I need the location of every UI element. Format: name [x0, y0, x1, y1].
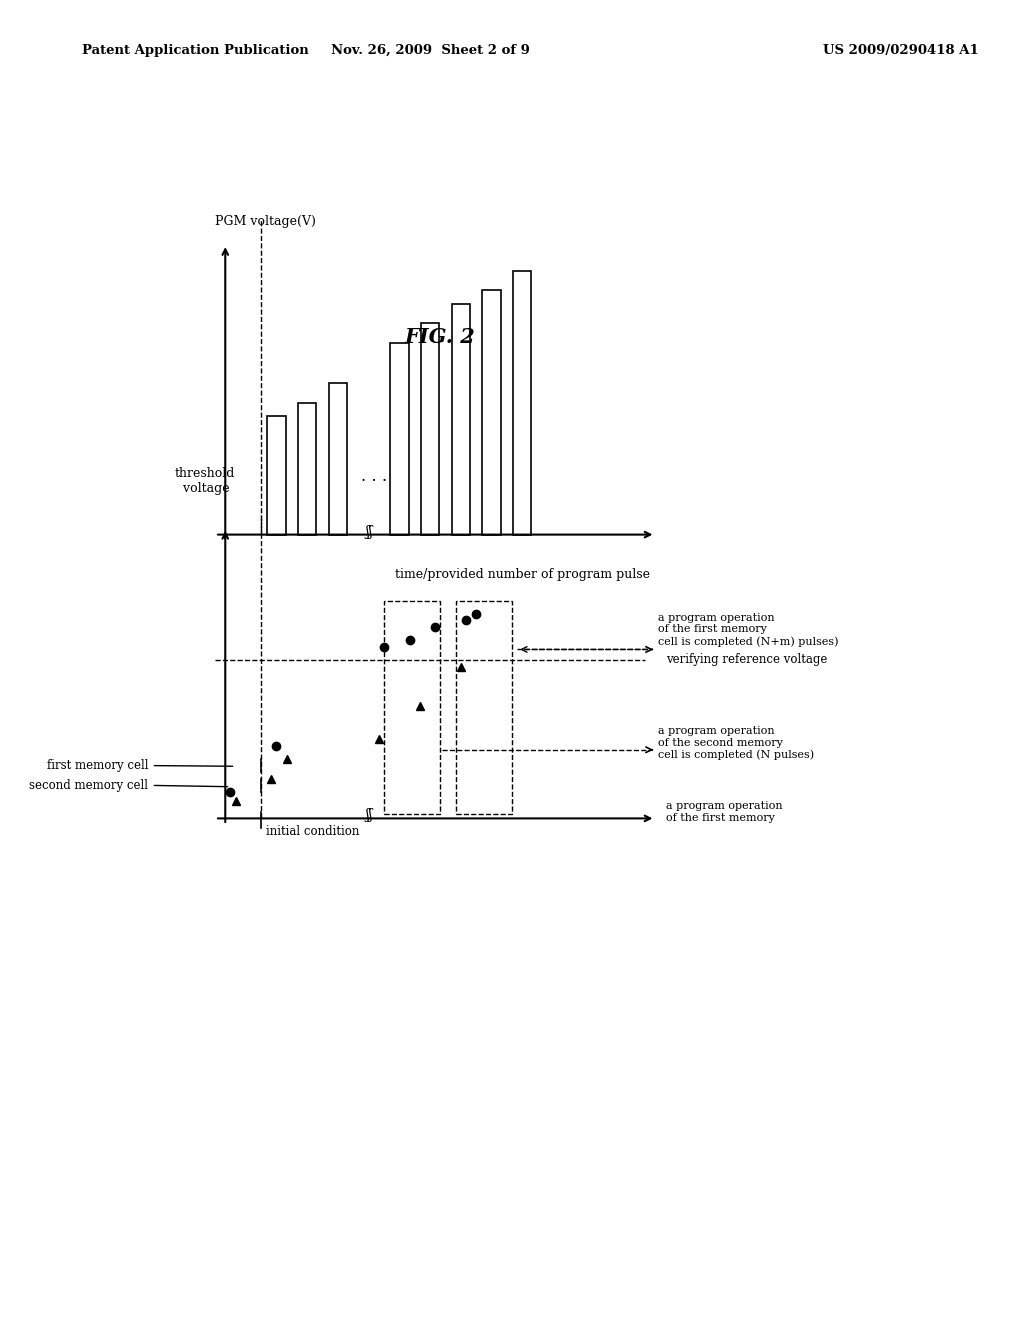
Text: ʃʃ: ʃʃ	[365, 808, 373, 822]
Text: US 2009/0290418 A1: US 2009/0290418 A1	[823, 44, 979, 57]
Text: time/provided number of program pulse: time/provided number of program pulse	[395, 568, 650, 581]
Bar	[298, 403, 316, 535]
Bar	[267, 416, 286, 535]
Bar	[482, 290, 501, 535]
Text: Nov. 26, 2009  Sheet 2 of 9: Nov. 26, 2009 Sheet 2 of 9	[331, 44, 529, 57]
Text: · · ·: · · ·	[360, 474, 387, 490]
Bar	[452, 304, 470, 535]
Bar	[390, 343, 409, 535]
Bar	[456, 601, 512, 814]
Bar	[384, 601, 440, 814]
Text: PGM voltage(V): PGM voltage(V)	[215, 215, 316, 228]
Text: a program operation
of the first memory: a program operation of the first memory	[666, 801, 782, 822]
Text: a program operation
of the second memory
cell is completed (N pulses): a program operation of the second memory…	[658, 726, 814, 760]
Text: first memory cell: first memory cell	[47, 759, 148, 772]
Bar	[513, 271, 531, 535]
Text: ʃʃ: ʃʃ	[365, 524, 373, 539]
Text: a program operation
of the first memory
cell is completed (N+m) pulses): a program operation of the first memory …	[658, 612, 839, 647]
Text: verifying reference voltage: verifying reference voltage	[666, 653, 827, 667]
Bar	[421, 323, 439, 535]
Text: Patent Application Publication: Patent Application Publication	[82, 44, 308, 57]
Text: threshold
 voltage: threshold voltage	[175, 467, 234, 495]
Text: second memory cell: second memory cell	[30, 779, 148, 792]
Text: FIG. 2: FIG. 2	[404, 326, 476, 347]
Bar	[329, 383, 347, 535]
Text: initial condition: initial condition	[265, 825, 359, 838]
